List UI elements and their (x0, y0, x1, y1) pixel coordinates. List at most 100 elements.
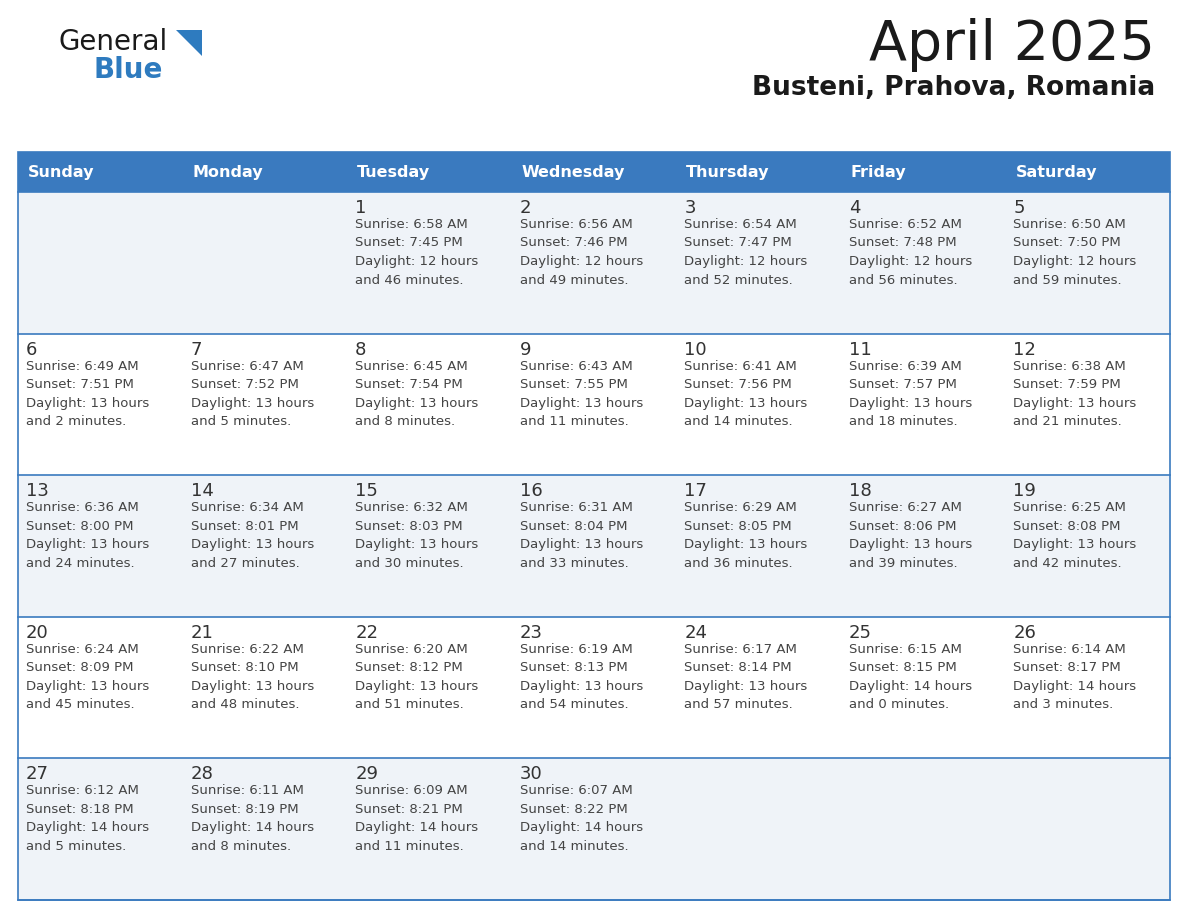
Text: Sunrise: 6:20 AM
Sunset: 8:12 PM
Daylight: 13 hours
and 51 minutes.: Sunrise: 6:20 AM Sunset: 8:12 PM Dayligh… (355, 643, 479, 711)
Text: 15: 15 (355, 482, 378, 500)
Text: 21: 21 (190, 624, 214, 642)
Text: Sunrise: 6:54 AM
Sunset: 7:47 PM
Daylight: 12 hours
and 52 minutes.: Sunrise: 6:54 AM Sunset: 7:47 PM Dayligh… (684, 218, 808, 286)
Bar (18, 152, 1170, 900)
Text: Busteni, Prahova, Romania: Busteni, Prahova, Romania (752, 75, 1155, 101)
Text: 13: 13 (26, 482, 49, 500)
Bar (841, 192, 1005, 333)
Text: 29: 29 (355, 766, 378, 783)
Bar (512, 333, 676, 476)
Text: 6: 6 (26, 341, 37, 359)
Bar (841, 333, 1005, 476)
Bar (676, 192, 841, 333)
Text: Tuesday: Tuesday (358, 164, 430, 180)
Bar (1005, 758, 1170, 900)
Bar (347, 192, 512, 333)
Text: 11: 11 (849, 341, 872, 359)
Text: Sunrise: 6:41 AM
Sunset: 7:56 PM
Daylight: 13 hours
and 14 minutes.: Sunrise: 6:41 AM Sunset: 7:56 PM Dayligh… (684, 360, 808, 428)
Text: 23: 23 (519, 624, 543, 642)
Bar (347, 476, 512, 617)
Text: Saturday: Saturday (1016, 164, 1097, 180)
Text: 25: 25 (849, 624, 872, 642)
Text: Sunrise: 6:36 AM
Sunset: 8:00 PM
Daylight: 13 hours
and 24 minutes.: Sunrise: 6:36 AM Sunset: 8:00 PM Dayligh… (26, 501, 150, 570)
Text: Friday: Friday (851, 164, 906, 180)
Bar (18, 152, 183, 192)
Bar (512, 476, 676, 617)
Text: 7: 7 (190, 341, 202, 359)
Bar (676, 758, 841, 900)
Text: Sunrise: 6:29 AM
Sunset: 8:05 PM
Daylight: 13 hours
and 36 minutes.: Sunrise: 6:29 AM Sunset: 8:05 PM Dayligh… (684, 501, 808, 570)
Bar (183, 476, 347, 617)
Text: Sunrise: 6:07 AM
Sunset: 8:22 PM
Daylight: 14 hours
and 14 minutes.: Sunrise: 6:07 AM Sunset: 8:22 PM Dayligh… (519, 784, 643, 853)
Text: Sunrise: 6:22 AM
Sunset: 8:10 PM
Daylight: 13 hours
and 48 minutes.: Sunrise: 6:22 AM Sunset: 8:10 PM Dayligh… (190, 643, 314, 711)
Polygon shape (176, 30, 202, 56)
Bar (347, 152, 512, 192)
Text: Sunrise: 6:31 AM
Sunset: 8:04 PM
Daylight: 13 hours
and 33 minutes.: Sunrise: 6:31 AM Sunset: 8:04 PM Dayligh… (519, 501, 643, 570)
Text: Sunrise: 6:38 AM
Sunset: 7:59 PM
Daylight: 13 hours
and 21 minutes.: Sunrise: 6:38 AM Sunset: 7:59 PM Dayligh… (1013, 360, 1137, 428)
Bar (347, 758, 512, 900)
Text: Sunrise: 6:24 AM
Sunset: 8:09 PM
Daylight: 13 hours
and 45 minutes.: Sunrise: 6:24 AM Sunset: 8:09 PM Dayligh… (26, 643, 150, 711)
Text: 17: 17 (684, 482, 707, 500)
Text: 30: 30 (519, 766, 543, 783)
Text: Sunrise: 6:14 AM
Sunset: 8:17 PM
Daylight: 14 hours
and 3 minutes.: Sunrise: 6:14 AM Sunset: 8:17 PM Dayligh… (1013, 643, 1137, 711)
Text: 1: 1 (355, 199, 367, 217)
Bar (18, 758, 183, 900)
Text: Sunrise: 6:58 AM
Sunset: 7:45 PM
Daylight: 12 hours
and 46 minutes.: Sunrise: 6:58 AM Sunset: 7:45 PM Dayligh… (355, 218, 479, 286)
Bar (18, 192, 183, 333)
Bar (18, 617, 183, 758)
Text: Sunrise: 6:09 AM
Sunset: 8:21 PM
Daylight: 14 hours
and 11 minutes.: Sunrise: 6:09 AM Sunset: 8:21 PM Dayligh… (355, 784, 479, 853)
Text: 8: 8 (355, 341, 367, 359)
Bar (512, 617, 676, 758)
Text: 27: 27 (26, 766, 49, 783)
Bar (676, 476, 841, 617)
Bar (347, 333, 512, 476)
Text: Sunrise: 6:39 AM
Sunset: 7:57 PM
Daylight: 13 hours
and 18 minutes.: Sunrise: 6:39 AM Sunset: 7:57 PM Dayligh… (849, 360, 972, 428)
Text: Sunrise: 6:12 AM
Sunset: 8:18 PM
Daylight: 14 hours
and 5 minutes.: Sunrise: 6:12 AM Sunset: 8:18 PM Dayligh… (26, 784, 150, 853)
Text: April 2025: April 2025 (868, 18, 1155, 72)
Text: Wednesday: Wednesday (522, 164, 625, 180)
Text: Sunrise: 6:49 AM
Sunset: 7:51 PM
Daylight: 13 hours
and 2 minutes.: Sunrise: 6:49 AM Sunset: 7:51 PM Dayligh… (26, 360, 150, 428)
Bar (512, 152, 676, 192)
Text: 3: 3 (684, 199, 696, 217)
Text: 24: 24 (684, 624, 707, 642)
Bar (676, 152, 841, 192)
Text: Blue: Blue (94, 56, 164, 84)
Bar (1005, 617, 1170, 758)
Text: Sunrise: 6:19 AM
Sunset: 8:13 PM
Daylight: 13 hours
and 54 minutes.: Sunrise: 6:19 AM Sunset: 8:13 PM Dayligh… (519, 643, 643, 711)
Text: 4: 4 (849, 199, 860, 217)
Bar (183, 152, 347, 192)
Bar (676, 333, 841, 476)
Bar (512, 192, 676, 333)
Text: Sunrise: 6:47 AM
Sunset: 7:52 PM
Daylight: 13 hours
and 5 minutes.: Sunrise: 6:47 AM Sunset: 7:52 PM Dayligh… (190, 360, 314, 428)
Bar (512, 758, 676, 900)
Text: Thursday: Thursday (687, 164, 770, 180)
Bar (841, 617, 1005, 758)
Text: Sunrise: 6:32 AM
Sunset: 8:03 PM
Daylight: 13 hours
and 30 minutes.: Sunrise: 6:32 AM Sunset: 8:03 PM Dayligh… (355, 501, 479, 570)
Bar (18, 333, 183, 476)
Text: 14: 14 (190, 482, 214, 500)
Bar (183, 333, 347, 476)
Text: Sunrise: 6:15 AM
Sunset: 8:15 PM
Daylight: 14 hours
and 0 minutes.: Sunrise: 6:15 AM Sunset: 8:15 PM Dayligh… (849, 643, 972, 711)
Text: Sunrise: 6:34 AM
Sunset: 8:01 PM
Daylight: 13 hours
and 27 minutes.: Sunrise: 6:34 AM Sunset: 8:01 PM Dayligh… (190, 501, 314, 570)
Text: 5: 5 (1013, 199, 1025, 217)
Bar (676, 617, 841, 758)
Text: Sunrise: 6:25 AM
Sunset: 8:08 PM
Daylight: 13 hours
and 42 minutes.: Sunrise: 6:25 AM Sunset: 8:08 PM Dayligh… (1013, 501, 1137, 570)
Bar (183, 758, 347, 900)
Text: Sunrise: 6:27 AM
Sunset: 8:06 PM
Daylight: 13 hours
and 39 minutes.: Sunrise: 6:27 AM Sunset: 8:06 PM Dayligh… (849, 501, 972, 570)
Bar (1005, 192, 1170, 333)
Bar (18, 476, 183, 617)
Text: Sunrise: 6:56 AM
Sunset: 7:46 PM
Daylight: 12 hours
and 49 minutes.: Sunrise: 6:56 AM Sunset: 7:46 PM Dayligh… (519, 218, 643, 286)
Text: 28: 28 (190, 766, 214, 783)
Bar (841, 758, 1005, 900)
Text: Sunrise: 6:43 AM
Sunset: 7:55 PM
Daylight: 13 hours
and 11 minutes.: Sunrise: 6:43 AM Sunset: 7:55 PM Dayligh… (519, 360, 643, 428)
Text: General: General (58, 28, 168, 56)
Text: Sunrise: 6:45 AM
Sunset: 7:54 PM
Daylight: 13 hours
and 8 minutes.: Sunrise: 6:45 AM Sunset: 7:54 PM Dayligh… (355, 360, 479, 428)
Text: 22: 22 (355, 624, 378, 642)
Text: Sunrise: 6:52 AM
Sunset: 7:48 PM
Daylight: 12 hours
and 56 minutes.: Sunrise: 6:52 AM Sunset: 7:48 PM Dayligh… (849, 218, 972, 286)
Bar (841, 152, 1005, 192)
Text: 12: 12 (1013, 341, 1036, 359)
Text: 18: 18 (849, 482, 872, 500)
Text: Monday: Monday (192, 164, 264, 180)
Bar (1005, 152, 1170, 192)
Text: 19: 19 (1013, 482, 1036, 500)
Text: Sunrise: 6:17 AM
Sunset: 8:14 PM
Daylight: 13 hours
and 57 minutes.: Sunrise: 6:17 AM Sunset: 8:14 PM Dayligh… (684, 643, 808, 711)
